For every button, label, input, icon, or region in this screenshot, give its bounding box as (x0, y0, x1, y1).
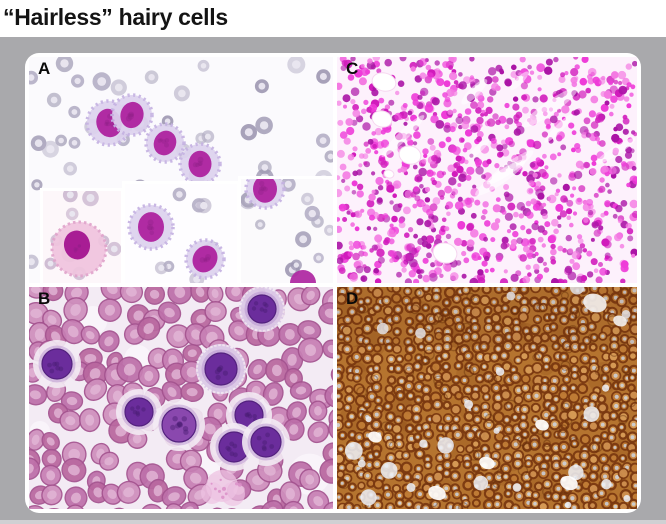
panel-a-micrograph-image (29, 57, 333, 283)
panel-a-label: A (38, 59, 51, 78)
panel-c-micrograph-image (337, 57, 637, 283)
micrograph-panel-a: A (29, 57, 333, 283)
panel-d-label: D (346, 289, 359, 308)
micrograph-panel-b: B (29, 287, 333, 509)
figure-board: A C B D (0, 37, 666, 524)
micrograph-panel-c: C (337, 57, 637, 283)
panel-c-label: C (346, 59, 359, 78)
figure-title: “Hairless” hairy cells (3, 4, 228, 30)
panel-b-micrograph-image (29, 287, 333, 509)
panel-d-micrograph-image (337, 287, 637, 509)
figure-frame: A C B D (25, 53, 641, 513)
panel-b-label: B (38, 289, 51, 308)
micrograph-grid: A C B D (29, 57, 637, 509)
micrograph-panel-d: D (337, 287, 637, 509)
